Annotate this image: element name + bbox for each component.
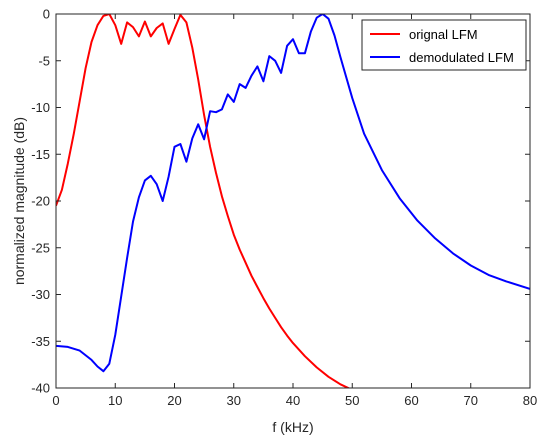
y-tick-label: -15 [31,147,50,162]
x-tick-label: 70 [464,393,478,408]
series-line-demodulated-lfm [56,14,530,373]
x-tick-label: 0 [52,393,59,408]
y-tick-label: -35 [31,334,50,349]
legend-box [361,19,527,71]
y-tick-label: -5 [38,53,50,68]
series-line-orignal-lfm [56,14,351,388]
x-tick-label: 20 [167,393,181,408]
series-layer [56,14,530,388]
y-tick-label: -40 [31,381,50,396]
y-axis-label: normalized magnitude (dB) [11,117,27,285]
y-tick-label: -30 [31,287,50,302]
legend-label-orignal-lfm: orignal LFM [409,27,478,42]
x-tick-label: 50 [345,393,359,408]
x-tick-label: 60 [404,393,418,408]
x-tick-label: 30 [227,393,241,408]
x-tick-label: 40 [286,393,300,408]
y-tick-label: -20 [31,194,50,209]
y-tick-label: -25 [31,240,50,255]
y-tick-label: -10 [31,100,50,115]
legend-label-demodulated-lfm: demodulated LFM [409,50,514,65]
x-tick-label: 80 [523,393,537,408]
y-tick-label: 0 [43,7,50,22]
legend: orignal LFM demodulated LFM [361,19,527,71]
x-axis-label: f (kHz) [272,419,313,435]
ticks-layer: 0 10 20 30 40 50 60 70 80 0 -5 -10 -15 -20 -25 -30 -35 -4… [31,7,537,409]
x-tick-label: 10 [108,393,122,408]
